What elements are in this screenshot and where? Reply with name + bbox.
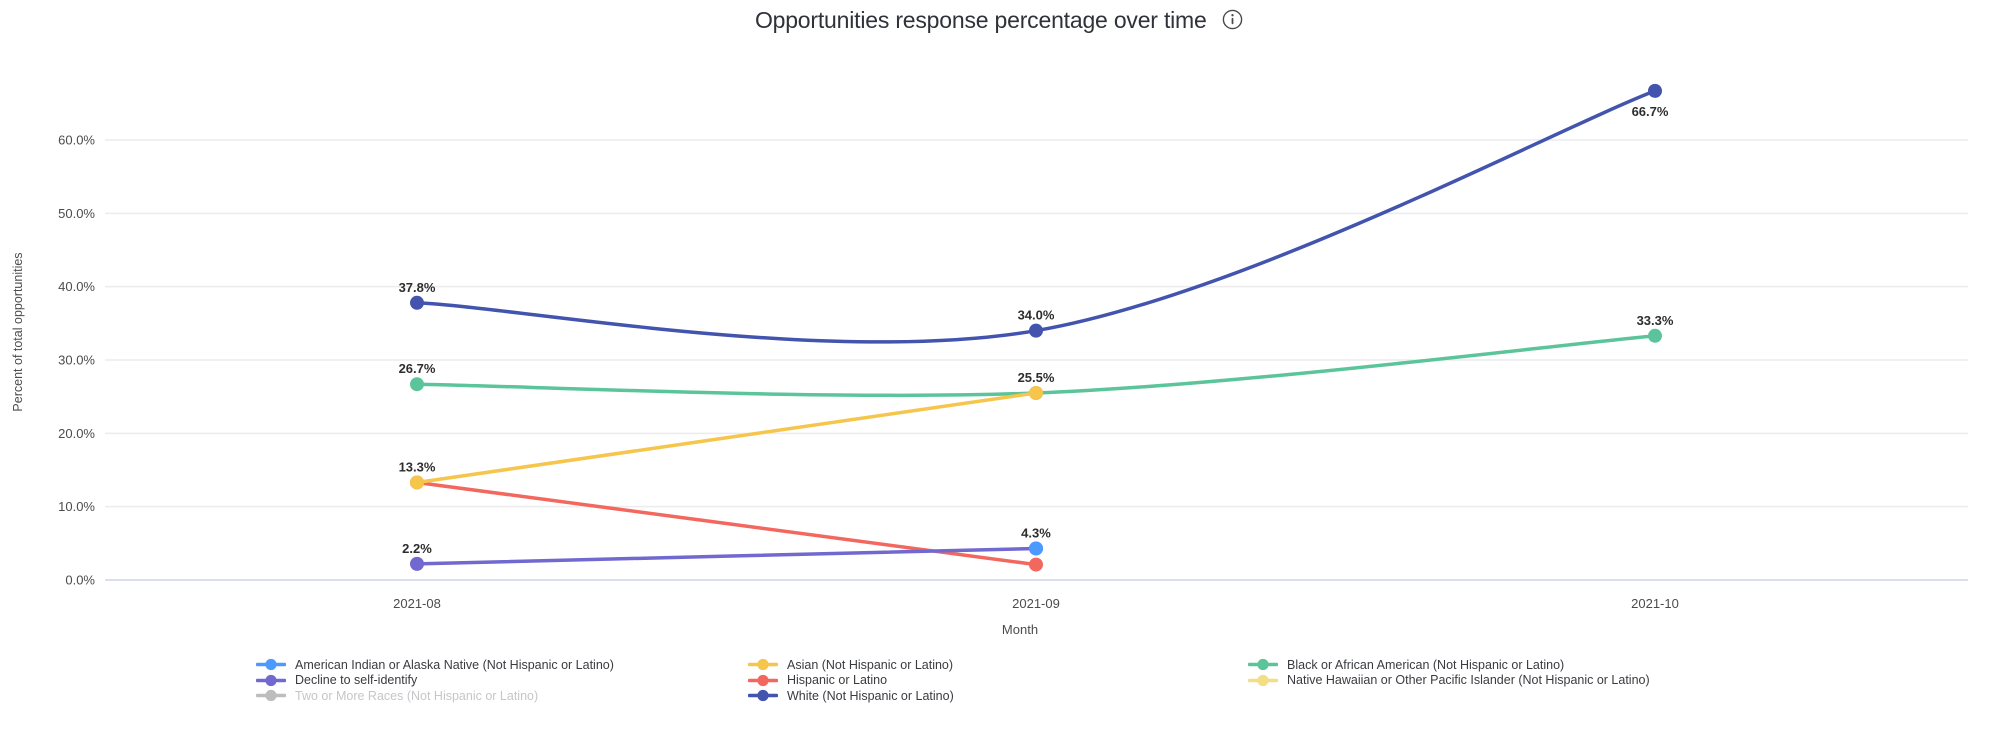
data-point-series-4[interactable]: [1029, 557, 1043, 572]
y-axis-tick-label: 20.0%: [58, 426, 95, 441]
legend-marker-icon: [748, 659, 778, 671]
x-axis-tick-label: 2021-10: [1631, 596, 1679, 611]
legend-marker-icon: [1248, 674, 1278, 686]
series-line-7: [415, 89, 1657, 344]
chart-header: Opportunities response percentage over t…: [0, 7, 1998, 34]
y-axis-title: Percent of total opportunities: [11, 252, 25, 411]
info-icon[interactable]: [1222, 9, 1243, 35]
legend-item-hispanic-or-latino[interactable]: Hispanic or Latino: [748, 673, 1248, 689]
legend-item-black-or-african-american[interactable]: Black or African American (Not Hispanic …: [1248, 657, 1650, 673]
legend-item-label: Asian (Not Hispanic or Latino): [787, 657, 954, 672]
series-line-3: [415, 546, 1038, 566]
legend-item-label: Two or More Races (Not Hispanic or Latin…: [295, 688, 539, 703]
legend-marker-icon: [256, 659, 286, 671]
data-point-label: 4.3%: [1021, 525, 1051, 540]
data-point-label: 34.0%: [1018, 308, 1055, 323]
legend-item-label: Native Hawaiian or Other Pacific Islande…: [1287, 673, 1650, 688]
legend-item-white[interactable]: White (Not Hispanic or Latino): [748, 688, 1248, 704]
legend-item-label: Black or African American (Not Hispanic …: [1287, 657, 1565, 672]
x-axis-title: Month: [1002, 622, 1038, 637]
y-axis-tick-label: 60.0%: [58, 133, 95, 148]
legend-marker-icon: [1248, 659, 1278, 671]
legend-item-label: Decline to self-identify: [295, 673, 418, 688]
data-point-series-1[interactable]: [1029, 386, 1043, 400]
data-point-label: 33.3%: [1637, 313, 1674, 328]
legend-marker-icon: [256, 674, 286, 686]
legend-marker-icon: [748, 690, 778, 702]
y-axis-tick-label: 40.0%: [58, 279, 95, 294]
data-point-label: 37.8%: [399, 280, 436, 295]
legend-item-decline-to-self-identify[interactable]: Decline to self-identify: [256, 673, 748, 689]
y-axis-tick-label: 0.0%: [65, 573, 95, 588]
y-axis-tick-label: 30.0%: [58, 353, 95, 368]
chart-legend: American Indian or Alaska Native (Not Hi…: [256, 657, 1650, 704]
info-icon-glyph: [1222, 9, 1243, 29]
chart-title: Opportunities response percentage over t…: [754, 7, 1207, 33]
x-axis-tick-label: 2021-09: [1012, 596, 1060, 611]
legend-item-label: American Indian or Alaska Native (Not Hi…: [295, 657, 614, 672]
data-point-label: 66.7%: [1632, 104, 1669, 119]
legend-marker-icon: [256, 690, 286, 702]
data-point-label: 2.2%: [402, 541, 432, 556]
data-point-series-7[interactable]: [410, 295, 424, 310]
data-point-series-3[interactable]: [410, 556, 424, 571]
legend-item-asian[interactable]: Asian (Not Hispanic or Latino): [748, 657, 1248, 673]
data-point-series-2[interactable]: [410, 377, 424, 392]
data-point-label: 13.3%: [399, 459, 436, 474]
data-point-series-1[interactable]: [410, 475, 424, 490]
series-line-1: [415, 391, 1038, 485]
plot-area: 0.0% 10.0% 20.0% 30.0% 40.0% 50.0% 60.0% 2021-0…: [11, 83, 1968, 637]
legend-item-american-indian[interactable]: American Indian or Alaska Native (Not Hi…: [256, 657, 748, 673]
legend-item-native-hawaiian[interactable]: Native Hawaiian or Other Pacific Islande…: [1248, 673, 1650, 689]
data-point-series-0[interactable]: [1029, 541, 1043, 556]
legend-marker-icon: [748, 674, 778, 686]
legend-item-two-or-more-races[interactable]: Two or More Races (Not Hispanic or Latin…: [256, 688, 748, 704]
y-axis-tick-label: 10.0%: [58, 499, 95, 514]
data-point-series-7[interactable]: [1029, 323, 1043, 338]
x-axis-tick-label: 2021-08: [393, 596, 441, 611]
legend-item-label: Hispanic or Latino: [787, 673, 888, 688]
legend-item-label: White (Not Hispanic or Latino): [787, 688, 954, 703]
data-point-label: 26.7%: [399, 361, 436, 376]
data-point-series-2[interactable]: [1648, 328, 1662, 343]
series-line-4: [415, 480, 1038, 567]
data-point-label: 25.5%: [1018, 370, 1055, 385]
y-axis-tick-label: 50.0%: [58, 206, 95, 221]
data-point-series-7[interactable]: [1648, 83, 1662, 98]
